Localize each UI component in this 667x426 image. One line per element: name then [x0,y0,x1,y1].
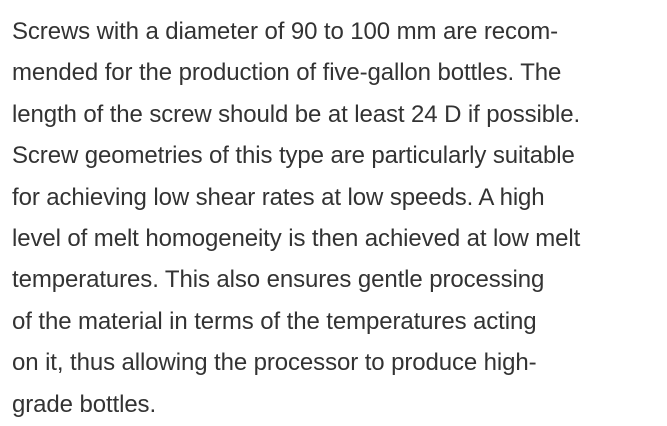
text-line: level of melt homogeneity is then achiev… [12,225,581,252]
text-line: grade bottles. [12,390,157,418]
text-line: on it, thus allowing the processor to pr… [12,349,537,377]
text-line: Screw geometries of this type are partic… [12,142,575,170]
text-line: length of the screw should be at least 2… [12,100,581,128]
text-line: temperatures. This also ensures gentle p… [12,266,545,294]
text-line: mended for the production of five-gallon… [12,59,562,87]
text-line: Screws with a diameter of 90 to 100 mm a… [12,18,558,45]
text-line: for achieving low shear rates at low spe… [12,183,545,211]
text-line: of the material in terms of the temperat… [12,307,537,335]
